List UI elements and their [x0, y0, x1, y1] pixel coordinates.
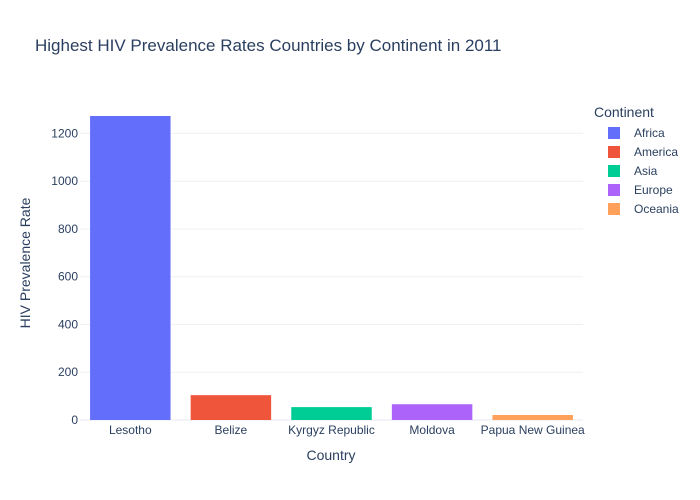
y-tick-labels: 0 200 400 600 800 1000 1200 — [51, 126, 78, 427]
legend-item-america[interactable]: America — [608, 145, 678, 159]
bar-kyrgyz-republic[interactable] — [291, 407, 372, 420]
legend-swatch — [608, 165, 620, 177]
legend-swatch — [608, 184, 620, 196]
x-tick-label: Moldova — [409, 423, 455, 437]
legend-title: Continent — [594, 104, 654, 120]
bar-moldova[interactable] — [391, 404, 473, 420]
y-axis-title: HIV Prevalence Rate — [17, 197, 33, 328]
legend-swatch — [608, 127, 620, 139]
bars[interactable] — [90, 116, 573, 420]
y-tick-label: 1200 — [51, 126, 78, 140]
legend-swatch — [608, 146, 620, 158]
legend[interactable]: Continent Africa America Asia Europe Oceania — [594, 104, 679, 216]
y-tick-label: 400 — [58, 317, 78, 331]
legend-swatch — [608, 203, 620, 215]
legend-label: Oceania — [634, 202, 679, 216]
x-tick-labels: Lesotho Belize Kyrgyz Republic Moldova Papua… — [109, 423, 585, 437]
chart-title: Highest HIV Prevalence Rates Countries b… — [35, 36, 502, 55]
legend-label: Asia — [634, 164, 658, 178]
x-tick-label: Kyrgyz Republic — [288, 423, 375, 437]
legend-item-europe[interactable]: Europe — [608, 183, 673, 197]
legend-item-africa[interactable]: Africa — [608, 126, 665, 140]
x-tick-label: Lesotho — [109, 423, 152, 437]
y-tick-label: 200 — [58, 365, 78, 379]
bar-papua-new-guinea[interactable] — [492, 414, 573, 420]
x-axis-title: Country — [306, 447, 355, 463]
y-tick-label: 600 — [58, 270, 78, 284]
legend-item-oceania[interactable]: Oceania — [608, 202, 679, 216]
x-tick-label: Papua New Guinea — [481, 423, 585, 437]
bar-lesotho[interactable] — [90, 116, 171, 420]
y-tick-label: 0 — [71, 413, 78, 427]
y-tick-label: 800 — [58, 222, 78, 236]
legend-label: Europe — [634, 183, 673, 197]
legend-item-asia[interactable]: Asia — [608, 164, 658, 178]
x-tick-label: Belize — [215, 423, 248, 437]
legend-label: America — [634, 145, 678, 159]
y-tick-label: 1000 — [51, 174, 78, 188]
bar-belize[interactable] — [190, 395, 272, 420]
legend-label: Africa — [634, 126, 665, 140]
